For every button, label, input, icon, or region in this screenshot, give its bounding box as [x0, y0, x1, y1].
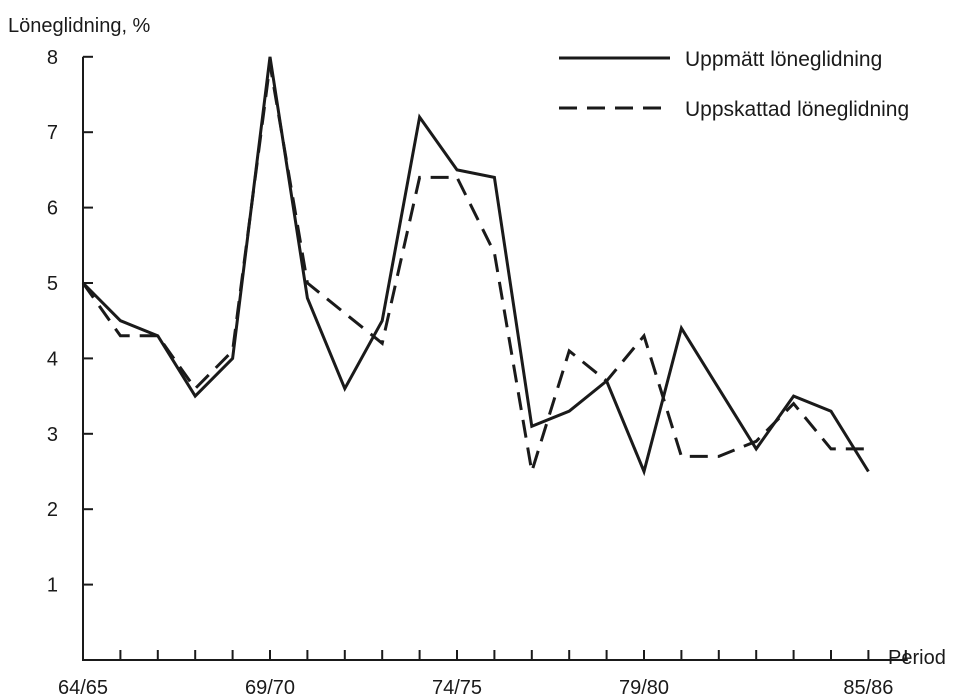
legend: Uppmätt löneglidning Uppskattad löneglidn… — [559, 48, 909, 121]
x-axis-title: Period — [888, 647, 946, 669]
axes — [82, 56, 908, 661]
y-tick-label: 1 — [47, 575, 58, 597]
x-tick-label: 85/86 — [843, 677, 893, 696]
x-tick-label: 69/70 — [245, 677, 295, 696]
x-tick-label: 79/80 — [619, 677, 669, 696]
y-tick-label: 4 — [47, 348, 58, 370]
y-tick-label: 3 — [47, 424, 58, 446]
x-tick-label: 74/75 — [432, 677, 482, 696]
series-line-measured — [81, 56, 870, 477]
legend-label: Uppskattad löneglidning — [685, 98, 909, 121]
y-axis-ticks: 1 2 3 4 5 6 7 8 — [47, 47, 93, 597]
y-tick-label: 7 — [47, 122, 58, 144]
y-tick-label: 2 — [47, 499, 58, 521]
y-tick-label: 8 — [47, 47, 58, 69]
series-line-estimated — [81, 64, 869, 472]
y-tick-label: 5 — [47, 273, 58, 295]
x-axis-ticks: 64/65 69/70 74/75 79/80 85/86 — [58, 650, 907, 696]
y-axis-title: Löneglidning, % — [8, 15, 151, 37]
x-tick-label: 64/65 — [58, 677, 108, 696]
series-lines — [81, 56, 870, 477]
legend-label: Uppmätt löneglidning — [685, 48, 882, 71]
y-tick-label: 6 — [47, 198, 58, 220]
